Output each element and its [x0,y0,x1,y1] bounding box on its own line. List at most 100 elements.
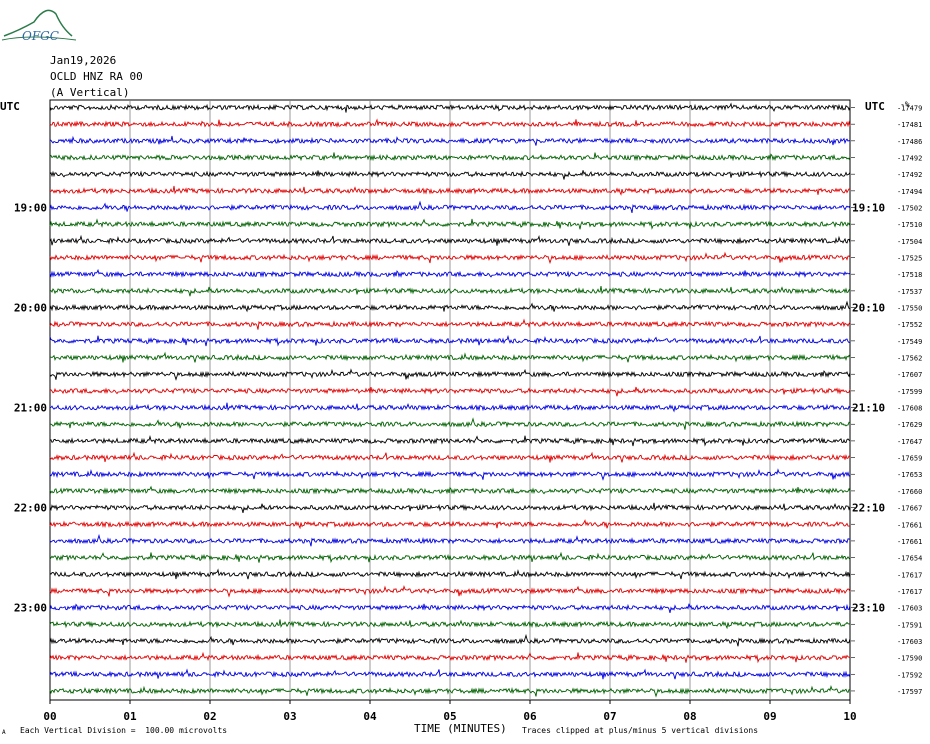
seismic-trace [49,185,851,196]
right-hour-label: 21:10 [852,402,885,415]
trace-offset-label: -17492 [897,171,922,179]
seismic-trace [49,468,851,481]
logo-text: OFGC [22,29,59,43]
seismic-trace [49,135,851,146]
trace-offset-label: -17607 [897,371,922,379]
trace-offset-label: -17597 [897,688,922,696]
seismic-trace [49,118,851,129]
trace-offset-label: -17667 [897,505,922,513]
trace-offset-label: -17518 [897,271,922,279]
x-tick-label: 08 [683,710,696,723]
trace-offset-label: -17654 [897,555,922,563]
trace-offset-label: -17552 [897,321,922,329]
trace-offset-label: -17537 [897,288,922,296]
seismic-trace [49,102,851,113]
component-label: (A Vertical) [50,86,130,99]
seismic-trace [49,603,851,614]
record-date: Jan19,2026 [50,54,117,67]
trace-offset-label: -17486 [897,138,922,146]
trace-offset-label: -17608 [897,405,922,413]
trace-offset-label: -17590 [897,655,922,663]
x-tick-label: 05 [443,710,456,723]
x-tick-label: 03 [283,710,296,723]
trace-offset-label: -17492 [897,155,922,163]
trace-offset-label: -17550 [897,305,922,313]
trace-offset-label: -17591 [897,621,922,629]
seismic-trace [49,386,851,397]
footer-mark: A [2,729,6,736]
trace-offset-label: -17479 [897,105,922,113]
trace-offset-label: -17494 [897,188,922,196]
seismic-trace [49,368,851,381]
seismic-trace [49,170,851,180]
right-utc-label: UTC [865,100,885,113]
seismic-trace [49,152,851,162]
trace-offset-label: -17661 [897,538,922,546]
trace-offset-label: -17647 [897,438,922,446]
seismic-trace [49,519,851,530]
seismic-trace [49,633,851,647]
seismic-trace [49,568,851,580]
seismic-trace [49,251,851,265]
seismic-trace [49,451,851,463]
trace-offset-label: -17617 [897,588,922,596]
trace-offset-label: -17661 [897,521,922,529]
trace-offset-label: -17502 [897,205,922,213]
x-tick-label: 06 [523,710,537,723]
seismic-trace [49,334,851,347]
seismic-trace [49,417,851,430]
x-tick-label: 02 [203,710,216,723]
right-hour-label: 23:10 [852,602,885,615]
station-code: OCLD HNZ RA 00 [50,70,143,83]
trace-offset-label: -17549 [897,338,922,346]
trace-offset-label: -17599 [897,388,922,396]
seismic-trace [49,318,851,330]
left-hour-label: 22:00 [14,502,47,515]
seismic-trace [49,551,851,564]
x-tick-label: 07 [603,710,616,723]
x-tick-label: 04 [363,710,377,723]
seismic-trace [49,300,851,313]
seismic-trace [49,234,851,246]
trace-offset-label: -17603 [897,605,922,613]
seismic-trace [49,200,851,214]
trace-offset-label: -17481 [897,121,922,129]
trace-offset-label: -17660 [897,488,922,496]
trace-offset-label: -17617 [897,571,922,579]
seismic-trace [49,434,851,447]
left-hour-label: 20:00 [14,302,47,315]
seismic-trace [49,218,851,230]
trace-offset-label: -17659 [897,455,922,463]
trace-offset-label: -17562 [897,355,922,363]
x-tick-label: 10 [843,710,856,723]
clip-note: Traces clipped at plus/minus 5 vertical … [522,726,759,735]
trace-offset-label: -17629 [897,421,922,429]
seismic-trace [49,268,851,278]
trace-offset-label: -17592 [897,671,922,679]
x-tick-label: 01 [123,710,137,723]
seismic-trace [49,668,851,680]
left-hour-label: 23:00 [14,602,47,615]
right-unit-label: -% [900,100,910,109]
ofgc-logo: OFGC [1,9,77,43]
trace-offset-label: -17653 [897,471,922,479]
seismic-trace [49,402,851,413]
trace-offset-label: -17510 [897,221,922,229]
right-hour-label: 22:10 [852,502,885,515]
x-axis-title: TIME (MINUTES) [414,722,507,735]
trace-offset-label: -17603 [897,638,922,646]
right-hour-label: 19:10 [852,202,885,215]
left-utc-label: UTC [0,100,20,113]
seismic-trace [49,584,851,598]
scale-note: Each Vertical Division = 100.00 microvol… [20,726,228,735]
seismic-trace [49,502,851,514]
seismic-trace [49,485,851,495]
x-tick-label: 00 [43,710,56,723]
trace-offset-label: -17504 [897,238,922,246]
seismic-trace [49,619,851,630]
seismic-trace [49,651,851,664]
left-hour-label: 21:00 [14,402,47,415]
x-tick-label: 09 [763,710,776,723]
seismic-trace [49,351,851,363]
